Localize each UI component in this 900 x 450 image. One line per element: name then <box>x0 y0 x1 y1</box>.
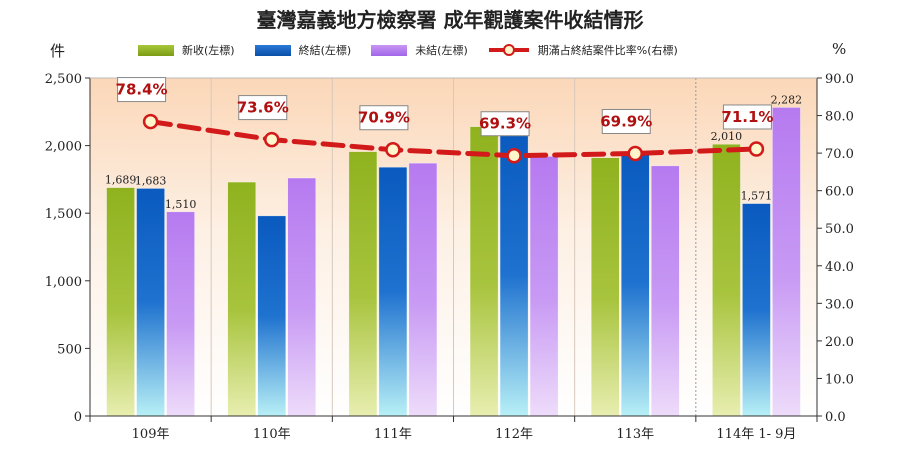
bar-open <box>408 162 438 417</box>
data-label-new: 2,010 <box>711 130 743 143</box>
x-tick-label: 111年 <box>374 427 412 442</box>
legend-label-closed: 終結(左標) <box>298 44 352 57</box>
right-tick-label: 40.0 <box>825 260 854 275</box>
right-tick-label: 0.0 <box>825 410 846 425</box>
ratio-label-box <box>359 105 409 131</box>
x-tick-label: 109年 <box>132 427 170 442</box>
bar-closed <box>621 151 650 417</box>
ratio-label-box <box>722 104 772 130</box>
ratio-data-label: 71.1% <box>721 108 773 126</box>
ratio-label-box <box>117 77 167 103</box>
bar-new <box>469 126 499 417</box>
bar-closed <box>136 188 165 417</box>
ratio-point <box>506 147 522 164</box>
right-tick-label: 70.0 <box>825 147 854 162</box>
x-tick-label: 110年 <box>253 427 291 442</box>
left-tick-label: 1,500 <box>45 207 82 222</box>
legend-item-new: 新收(左標) <box>138 42 235 58</box>
legend-item-open: 未結(左標) <box>371 42 468 58</box>
data-label-open: 1,510 <box>165 198 197 211</box>
legend: 新收(左標) 終結(左標) 未結(左標) 期滿占終結案件比率%(右標) <box>138 40 698 60</box>
bar-open <box>529 156 559 417</box>
left-axis-unit: 件 <box>50 42 66 60</box>
bar-new <box>106 187 135 417</box>
bar-open <box>166 211 195 417</box>
data-label-new: 1,689 <box>105 174 137 187</box>
bar-closed <box>257 215 286 417</box>
legend-label-open: 未結(左標) <box>415 44 468 57</box>
ratio-point <box>627 145 643 162</box>
right-tick-label: 50.0 <box>825 222 854 237</box>
ratio-label-box <box>601 108 651 134</box>
bar-open <box>772 107 801 417</box>
legend-swatch-ratio <box>488 44 529 56</box>
ratio-line <box>148 119 759 159</box>
ratio-data-label: 78.4% <box>116 81 168 99</box>
ratio-data-label: 70.9% <box>358 109 410 127</box>
bar-new <box>591 157 620 417</box>
right-tick-label: 90.0 <box>825 72 854 87</box>
legend-item-ratio: 期滿占終結案件比率%(右標) <box>488 42 678 58</box>
x-tick-label: 112年 <box>495 427 533 442</box>
bar-open <box>651 165 680 417</box>
left-tick-label: 0 <box>74 410 82 425</box>
ratio-label-box <box>480 111 530 137</box>
bar-new <box>227 181 256 417</box>
right-axis-unit: % <box>832 40 847 58</box>
chart-title: 臺灣嘉義地方檢察署 成年觀護案件收結情形 <box>256 8 644 32</box>
right-tick-label: 10.0 <box>825 372 854 387</box>
left-tick-label: 2,000 <box>45 140 82 155</box>
legend-swatch-closed <box>254 44 291 56</box>
ratio-data-label: 69.9% <box>600 112 652 130</box>
legend-swatch-open <box>371 44 408 56</box>
ratio-point <box>748 141 765 157</box>
bar-new <box>348 151 378 417</box>
ratio-point <box>385 141 401 158</box>
x-tick-label: 113年 <box>616 427 654 442</box>
bar-closed <box>499 134 529 417</box>
right-tick-label: 20.0 <box>825 335 854 350</box>
legend-swatch-new <box>138 44 174 56</box>
legend-label-new: 新收(左標) <box>182 44 235 57</box>
bar-new <box>712 143 741 417</box>
legend-item-closed: 終結(左標) <box>254 42 352 58</box>
left-tick-label: 2,500 <box>45 72 82 87</box>
data-label-closed: 1,683 <box>135 174 167 187</box>
left-tick-label: 500 <box>57 342 82 357</box>
bar-open <box>287 177 316 417</box>
right-tick-label: 60.0 <box>825 185 854 200</box>
ratio-data-label: 73.6% <box>237 99 289 117</box>
ratio-point <box>264 131 280 148</box>
left-tick-label: 1,000 <box>45 275 82 290</box>
bar-closed <box>378 166 408 417</box>
legend-label-ratio: 期滿占終結案件比率%(右標) <box>537 44 678 57</box>
right-tick-label: 80.0 <box>825 110 854 125</box>
x-tick-label: 114年 1- 9月 <box>716 427 796 442</box>
ratio-point <box>142 113 159 130</box>
data-label-open: 2,282 <box>771 93 803 106</box>
ratio-label-box <box>238 95 288 121</box>
bar-closed <box>742 203 771 417</box>
data-label-closed: 1,571 <box>741 190 773 203</box>
ratio-data-label: 69.3% <box>479 115 531 133</box>
right-tick-label: 30.0 <box>825 297 854 312</box>
